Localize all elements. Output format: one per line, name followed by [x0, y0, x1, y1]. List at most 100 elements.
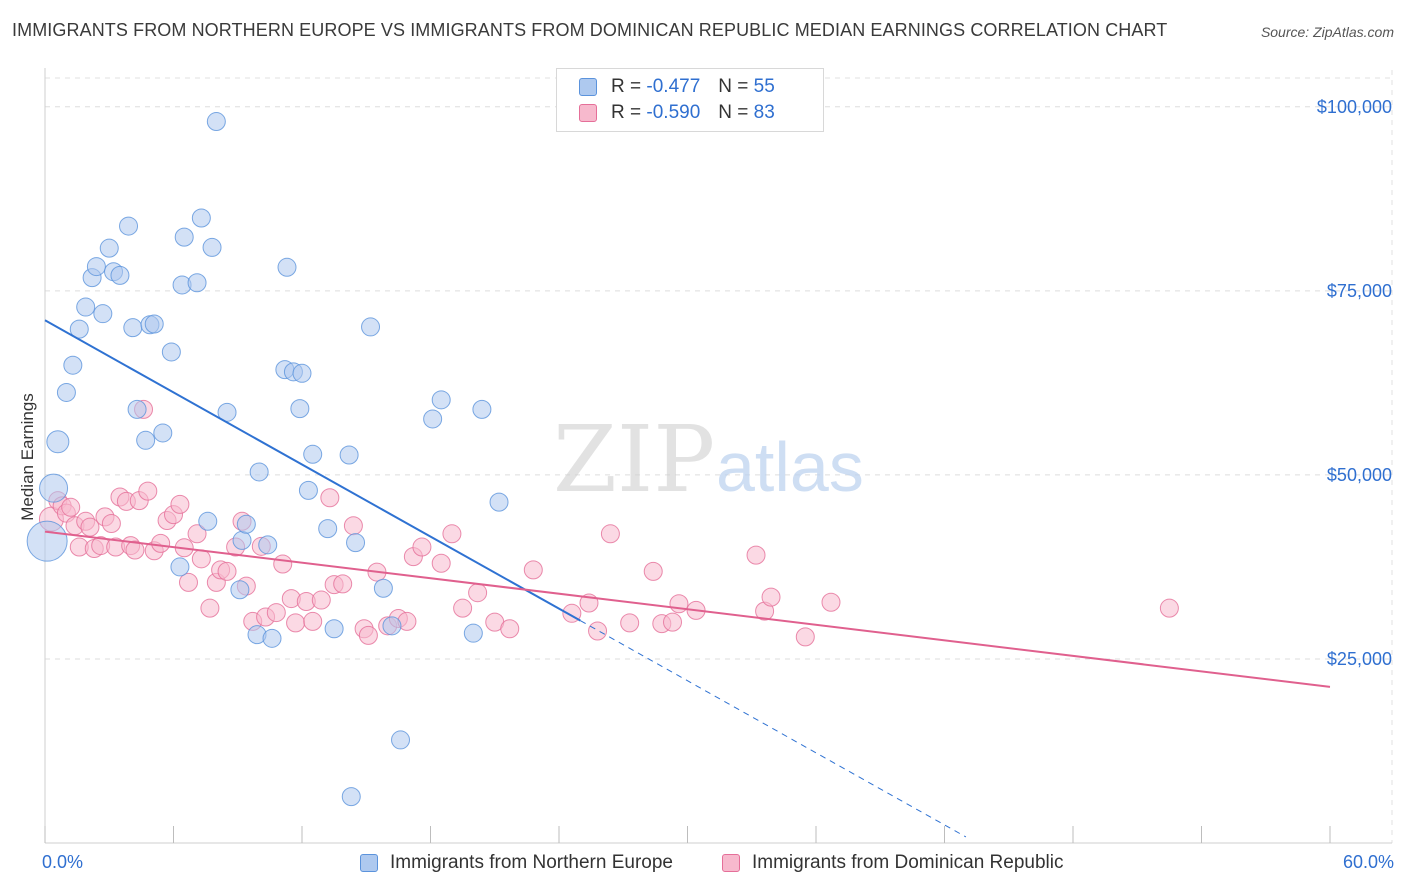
- legend-swatch-pink: [579, 104, 597, 122]
- x-axis-min-label: 0.0%: [42, 852, 84, 872]
- point-dominican-republic: [125, 540, 145, 560]
- point-northern-europe: [99, 238, 119, 258]
- point-dominican-republic: [80, 517, 100, 537]
- y-tick-label: $25,000: [1327, 649, 1392, 669]
- point-dominican-republic: [101, 513, 121, 533]
- legend-n-label: N =: [718, 102, 749, 123]
- point-northern-europe: [56, 382, 76, 402]
- point-northern-europe: [489, 492, 509, 512]
- point-northern-europe: [290, 399, 310, 419]
- point-northern-europe: [298, 480, 318, 500]
- point-dominican-republic: [333, 574, 353, 594]
- watermark-atlas: atlas: [716, 428, 864, 506]
- point-dominican-republic: [669, 594, 689, 614]
- point-northern-europe: [262, 628, 282, 648]
- point-northern-europe: [292, 363, 312, 383]
- point-northern-europe: [202, 237, 222, 257]
- point-northern-europe: [258, 535, 278, 555]
- point-dominican-republic: [266, 603, 286, 623]
- point-northern-europe: [341, 787, 361, 807]
- point-northern-europe: [69, 319, 89, 339]
- point-northern-europe: [110, 265, 130, 285]
- chart-title: IMMIGRANTS FROM NORTHERN EUROPE VS IMMIG…: [12, 20, 1168, 40]
- point-northern-europe: [46, 430, 70, 454]
- point-dominican-republic: [663, 612, 683, 632]
- legend-n-label: N =: [718, 76, 749, 97]
- point-northern-europe: [86, 257, 106, 277]
- point-dominican-republic: [311, 590, 331, 610]
- point-northern-europe: [206, 112, 226, 132]
- point-northern-europe: [373, 578, 393, 598]
- bottom-legend-swatch-blue: [360, 854, 378, 872]
- point-northern-europe: [236, 514, 256, 534]
- point-dominican-republic: [343, 516, 363, 536]
- point-northern-europe: [119, 216, 139, 236]
- y-tick-label: $50,000: [1327, 465, 1392, 485]
- point-dominican-republic: [795, 627, 815, 647]
- point-northern-europe: [93, 304, 113, 324]
- legend-r-label: R =: [611, 102, 642, 123]
- point-northern-europe: [318, 519, 338, 539]
- point-dominican-republic: [746, 545, 766, 565]
- point-dominican-republic: [500, 619, 520, 639]
- y-tick-label: $100,000: [1317, 97, 1392, 117]
- point-northern-europe: [123, 318, 143, 338]
- point-dominican-republic: [178, 572, 198, 592]
- point-northern-europe: [249, 462, 269, 482]
- trend-line-northern-europe-extension: [580, 620, 967, 838]
- point-dominican-republic: [358, 625, 378, 645]
- point-dominican-republic: [620, 613, 640, 633]
- trend-line-dominican-republic: [44, 530, 1331, 688]
- point-northern-europe: [161, 342, 181, 362]
- legend-n-value: 83: [753, 102, 775, 123]
- legend-r-value: -0.590: [646, 102, 701, 123]
- watermark: ZIP atlas: [553, 406, 864, 513]
- tick-labels: $25,000 $50,000 $75,000 $100,000 Median Earn…: [18, 97, 1392, 669]
- point-northern-europe: [144, 314, 164, 334]
- point-northern-europe: [230, 580, 250, 600]
- watermark-zip: ZIP: [553, 406, 715, 513]
- point-dominican-republic: [600, 524, 620, 544]
- point-northern-europe: [423, 409, 443, 429]
- point-northern-europe: [463, 623, 483, 643]
- point-northern-europe: [472, 399, 492, 419]
- point-dominican-republic: [187, 524, 207, 544]
- point-northern-europe: [431, 390, 451, 410]
- point-dominican-republic: [412, 537, 432, 557]
- legend-r-value: -0.477: [646, 76, 701, 97]
- y-axis-label: Median Earnings: [18, 393, 37, 521]
- point-dominican-republic: [442, 524, 462, 544]
- point-dominican-republic: [200, 598, 220, 618]
- point-dominican-republic: [643, 561, 663, 581]
- point-northern-europe: [76, 297, 96, 317]
- legend-swatch-blue: [579, 78, 597, 96]
- point-dominican-republic: [821, 592, 841, 612]
- bottom-legend-label: Immigrants from Dominican Republic: [752, 852, 1064, 873]
- point-northern-europe: [170, 557, 190, 577]
- point-dominican-republic: [191, 549, 211, 569]
- point-northern-europe: [277, 257, 297, 277]
- point-dominican-republic: [151, 533, 171, 553]
- point-northern-europe: [174, 227, 194, 247]
- point-northern-europe: [153, 423, 173, 443]
- point-dominican-republic: [286, 613, 306, 633]
- bottom-legend-northern-europe: Immigrants from Northern Europe: [360, 852, 673, 874]
- point-northern-europe: [26, 520, 68, 562]
- point-northern-europe: [127, 399, 147, 419]
- point-northern-europe: [391, 730, 411, 750]
- point-dominican-republic: [588, 621, 608, 641]
- point-northern-europe: [339, 445, 359, 465]
- point-northern-europe: [324, 619, 344, 639]
- point-northern-europe: [39, 473, 69, 503]
- point-dominican-republic: [431, 553, 451, 573]
- point-northern-europe: [361, 317, 381, 337]
- bottom-legend-swatch-pink: [722, 854, 740, 872]
- point-dominican-republic: [170, 494, 190, 514]
- point-northern-europe: [191, 208, 211, 228]
- point-dominican-republic: [303, 611, 323, 631]
- trend-lines: [44, 319, 1331, 838]
- legend-row-dominican-republic: R = -0.590 N = 83: [579, 100, 775, 126]
- axes: [44, 68, 1392, 844]
- point-northern-europe: [136, 430, 156, 450]
